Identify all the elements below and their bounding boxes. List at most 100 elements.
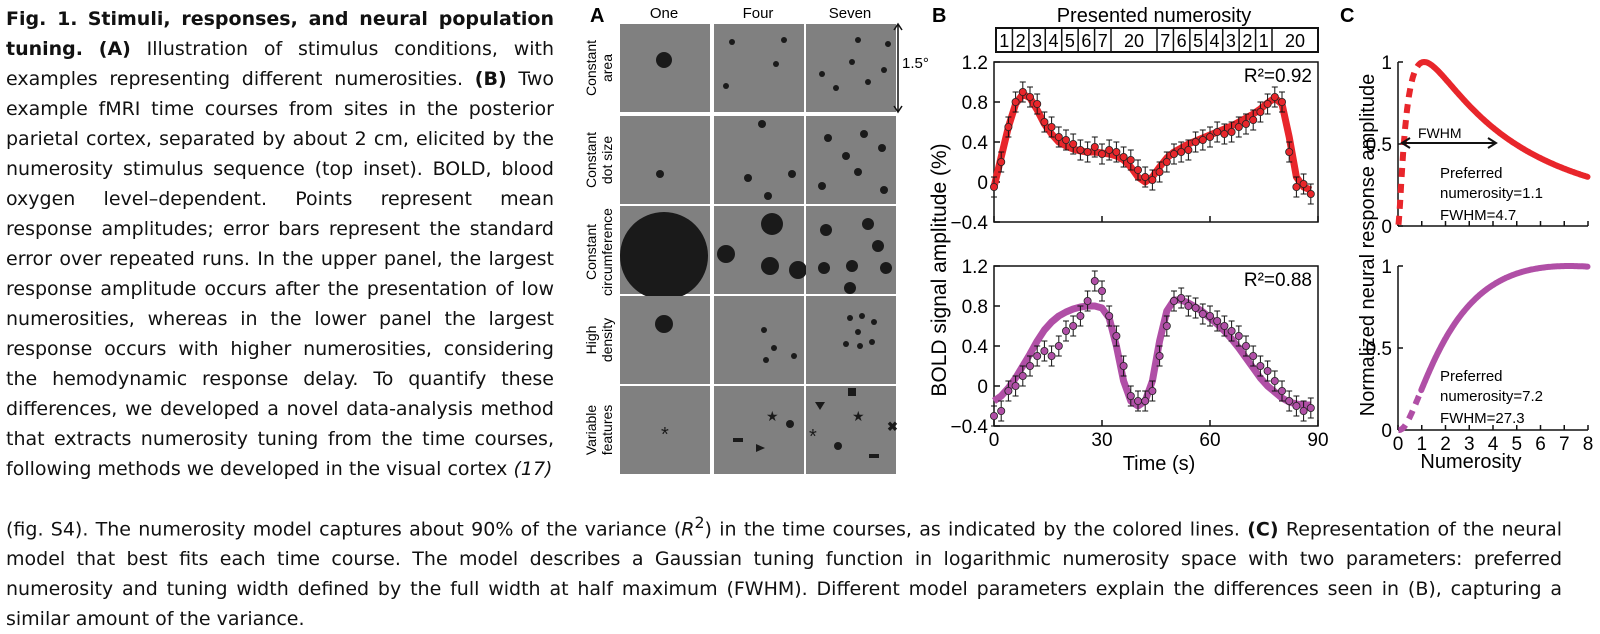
column-label-one: One	[650, 5, 678, 22]
figure-caption-top: Fig. 1. Stimuli, responses, and neural p…	[6, 4, 554, 484]
data-point	[1299, 406, 1308, 415]
b-xlabel: Time (s)	[1123, 453, 1196, 475]
x-tick-label: 0	[989, 430, 1000, 451]
svg-text:Preferred: Preferred	[1440, 165, 1503, 182]
data-point	[1148, 175, 1157, 184]
inset-number: 2	[1242, 31, 1252, 51]
stimulus-dot	[820, 224, 832, 236]
scale-label: 1.5°	[902, 55, 929, 72]
svg-text:area: area	[599, 54, 615, 82]
data-point	[1097, 286, 1106, 295]
stimulus-dot	[869, 339, 875, 345]
row-label-constant-dot-size: Constant dot size	[583, 132, 615, 188]
data-point	[990, 411, 999, 420]
data-point	[1054, 341, 1063, 350]
time-course-upper: 1.2 0.8 0.4 0 −0.4 R²=0.92	[950, 53, 1319, 234]
y-tick-label: 0	[977, 377, 988, 398]
fwhm-marker: FWHM	[1400, 125, 1498, 149]
stimulus-tile	[806, 24, 896, 112]
stimulus-dot	[843, 341, 849, 347]
y-tick-label: −0.4	[950, 213, 988, 234]
part-c-label: (C)	[1247, 518, 1279, 541]
stimulus-tile	[620, 24, 710, 112]
row-label-constant-area: Constant area	[583, 40, 615, 96]
part-b-label: (B)	[474, 68, 507, 90]
reference: (17)	[513, 458, 553, 480]
data-point	[1126, 391, 1135, 400]
x-tick-label: 4	[1488, 434, 1499, 455]
inset-number: 4	[1209, 31, 1219, 51]
y-tick-label: 0	[1381, 421, 1392, 442]
data-point	[1177, 147, 1186, 156]
data-point	[1285, 396, 1294, 405]
x-tick-label: 8	[1583, 434, 1594, 455]
stimulus-dot	[771, 345, 777, 351]
y-tick-label: 0.5	[1366, 135, 1392, 156]
stimulus-dot	[761, 327, 767, 333]
data-point	[1306, 189, 1315, 198]
data-point	[1119, 152, 1128, 161]
data-point	[1285, 147, 1294, 156]
data-point	[1263, 366, 1272, 375]
data-point	[1033, 100, 1042, 109]
data-point	[1054, 132, 1063, 141]
stimulus-dot	[620, 212, 708, 300]
data-point	[1234, 331, 1243, 340]
data-point	[1169, 149, 1178, 158]
data-point	[1011, 381, 1020, 390]
caption-after-r2: ) in the time courses, as indicated by t…	[704, 518, 1240, 541]
stimulus-dot	[788, 170, 796, 178]
stimulus-dot	[763, 357, 769, 363]
y-tick-label: 1	[1381, 257, 1392, 278]
stimulus-dot	[854, 168, 862, 176]
data-point	[1004, 123, 1013, 132]
stimulus-dot	[761, 257, 779, 275]
data-point	[1256, 361, 1265, 370]
scale-bar: 1.5°	[893, 22, 929, 114]
data-point	[1299, 179, 1308, 188]
stimulus-tile	[620, 386, 710, 474]
data-point	[1205, 132, 1214, 141]
stimulus-dot	[847, 315, 853, 321]
stimulus-dot	[865, 79, 871, 85]
x-tick-label: 2	[1440, 434, 1451, 455]
stimulus-dot	[880, 186, 888, 194]
panel-b: B Presented numerosity 1 2 3 4 5 6 7 20 7 6 5 4 3 2 1 2…	[928, 5, 1329, 475]
data-point	[1213, 316, 1222, 325]
data-point	[1047, 123, 1056, 132]
row-label-high-density: High density	[583, 318, 615, 362]
data-point	[1126, 155, 1135, 164]
tuning-curve-extrapolated	[1398, 388, 1425, 433]
data-point	[1026, 361, 1035, 370]
y-tick-label: 0.4	[962, 337, 989, 358]
stimulus-dot	[871, 319, 877, 325]
inset-number: 3	[1226, 31, 1236, 51]
data-point	[1270, 376, 1279, 385]
data-point	[1004, 386, 1013, 395]
data-point	[1076, 311, 1085, 320]
data-point	[1292, 182, 1301, 191]
stimulus-dot	[656, 170, 664, 178]
asterisk-shape: *	[661, 424, 669, 446]
stimulus-tile	[714, 24, 804, 112]
stimulus-dot	[846, 260, 858, 272]
c-xlabel: Numerosity	[1420, 451, 1521, 473]
data-point	[1263, 100, 1272, 109]
data-point	[1155, 351, 1164, 360]
stimulus-dot	[773, 61, 779, 67]
inset-number: 4	[1048, 31, 1058, 51]
data-point	[1069, 139, 1078, 148]
stimulus-tile	[714, 386, 804, 474]
tuning-curve	[1418, 263, 1591, 394]
y-tick-label: 0	[1381, 217, 1392, 238]
triangle-shape	[756, 444, 765, 452]
data-point	[1011, 98, 1020, 107]
panel-c: C Normalized neural response amplitude N…	[1340, 5, 1594, 473]
lower-model-parameters: Preferred numerosity=7.2 FWHM=27.3	[1440, 368, 1543, 427]
data-point	[1105, 311, 1114, 320]
stimulus-dot	[878, 144, 886, 152]
tuning-curve-lower: 10.500 1 2 3 4 5 6 7 8	[1366, 257, 1594, 455]
inset-number: 2	[1016, 31, 1026, 51]
y-tick-label: 1.2	[962, 257, 988, 278]
data-point	[1270, 93, 1279, 102]
